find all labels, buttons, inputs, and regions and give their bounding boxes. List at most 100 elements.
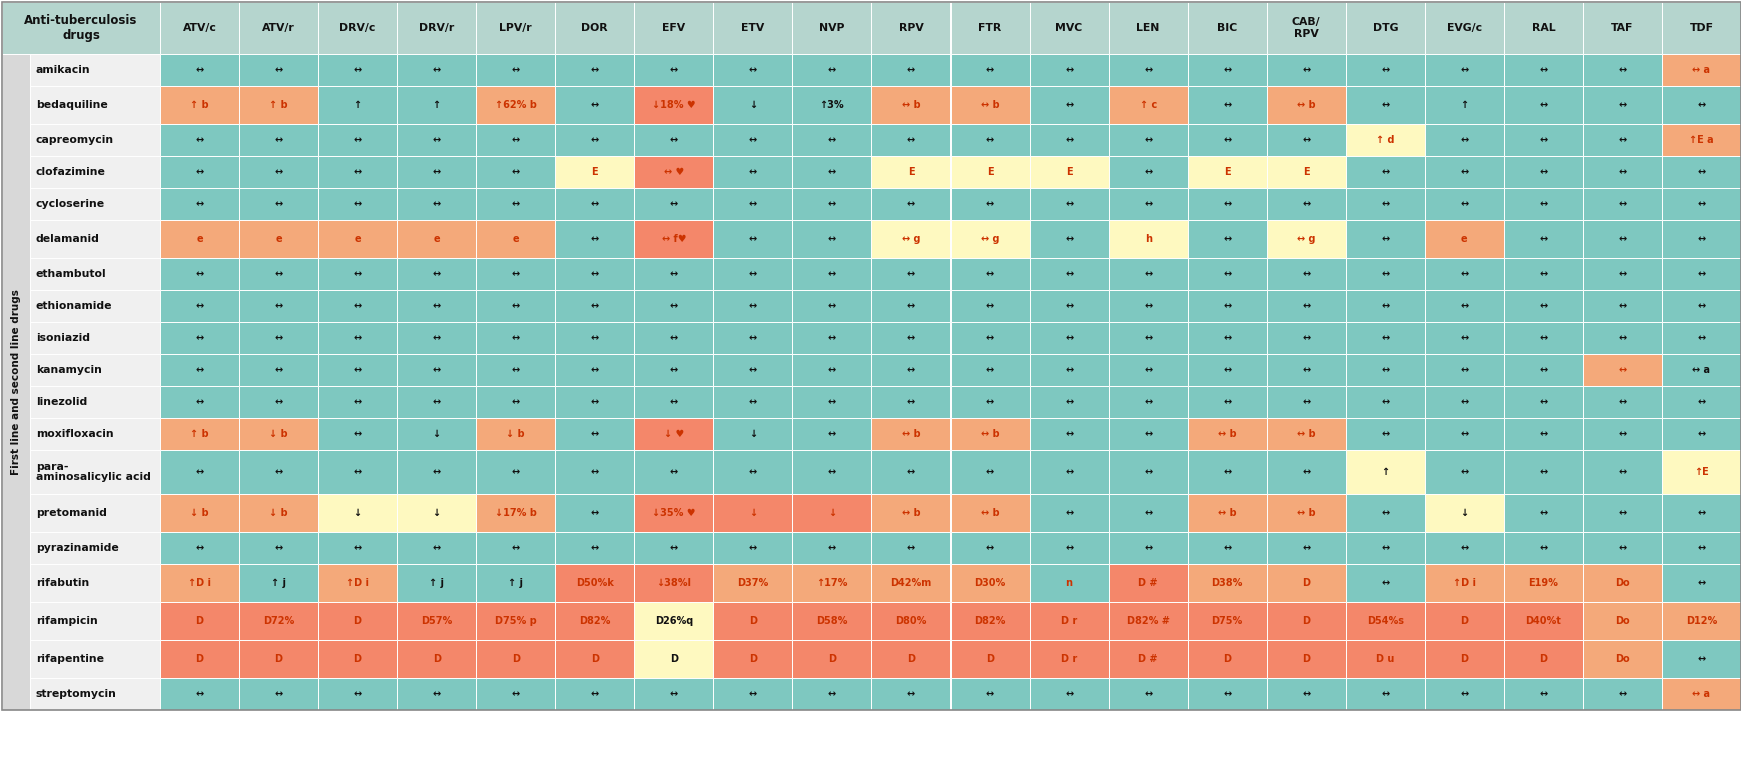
Bar [160,86,239,124]
Bar [397,532,477,564]
Bar [714,220,792,258]
Bar [239,602,319,640]
Bar [792,450,872,494]
Text: ↔: ↔ [1619,167,1626,177]
Text: ↔: ↔ [1619,135,1626,145]
Bar [1267,258,1346,290]
Bar [319,290,397,322]
Text: D: D [829,654,836,664]
Bar [239,532,319,564]
Bar [239,418,319,450]
Bar [872,678,951,710]
Text: D80%: D80% [895,616,926,626]
Text: ↔: ↔ [1144,508,1153,518]
Text: ↔: ↔ [829,429,836,439]
Bar [1504,258,1583,290]
Text: ↔: ↔ [1144,269,1153,279]
Bar [160,494,239,532]
Bar [1424,156,1504,188]
Bar [872,188,951,220]
Text: ATV/r: ATV/r [263,23,294,33]
Text: Do: Do [1616,616,1630,626]
Bar [951,86,1029,124]
Text: ↔: ↔ [195,365,204,375]
Bar [714,86,792,124]
Bar [397,258,477,290]
Bar [1267,532,1346,564]
Bar [872,258,951,290]
Bar [1424,678,1504,710]
Text: BIC: BIC [1217,23,1238,33]
Bar [477,386,555,418]
Text: ↔: ↔ [353,135,362,145]
Bar [1583,418,1663,450]
Text: D40%t: D40%t [1525,616,1562,626]
Bar [714,354,792,386]
Bar [477,322,555,354]
Bar [951,188,1029,220]
Text: ↔: ↔ [749,333,757,343]
Bar [319,450,397,494]
Text: ↔: ↔ [1302,543,1311,553]
Bar [792,494,872,532]
Text: ↔: ↔ [1224,301,1231,311]
Text: ↔: ↔ [1461,467,1468,477]
Text: ↔: ↔ [829,333,836,343]
Text: ↔: ↔ [1697,301,1706,311]
Text: bedaquiline: bedaquiline [37,100,108,110]
Text: ↔: ↔ [275,365,282,375]
Bar [1583,450,1663,494]
Bar [634,290,714,322]
Text: ↔: ↔ [1381,508,1389,518]
Text: E19%: E19% [1529,578,1558,588]
Text: ↑D i: ↑D i [1452,578,1476,588]
Text: ↔: ↔ [512,365,521,375]
Text: ↔: ↔ [1461,689,1468,699]
Text: ↑ j: ↑ j [508,578,524,588]
Text: ↔: ↔ [1144,167,1153,177]
Bar [477,532,555,564]
Text: ↔: ↔ [907,65,916,75]
Text: ↔: ↔ [829,167,836,177]
Text: ↔: ↔ [275,689,282,699]
Bar [1424,2,1504,54]
Bar [1504,602,1583,640]
Bar [792,678,872,710]
Bar [30,290,160,322]
Text: Do: Do [1616,654,1630,664]
Text: ↔: ↔ [907,135,916,145]
Bar [555,494,634,532]
Text: ↔: ↔ [275,65,282,75]
Text: kanamycin: kanamycin [37,365,103,375]
Text: ↔: ↔ [353,301,362,311]
Bar [1029,564,1109,602]
Bar [792,322,872,354]
Bar [872,2,951,54]
Bar [872,602,951,640]
Text: RAL: RAL [1532,23,1555,33]
Text: ↔: ↔ [1144,429,1153,439]
Bar [714,188,792,220]
Bar [397,386,477,418]
Bar [555,418,634,450]
Text: ↔: ↔ [1065,429,1072,439]
Bar [1346,54,1424,86]
Text: ↓ b: ↓ b [270,508,287,518]
Bar [714,602,792,640]
Text: ↔: ↔ [353,199,362,209]
Bar [1663,220,1741,258]
Text: ↔: ↔ [1065,365,1072,375]
Text: ↔: ↔ [749,467,757,477]
Bar [634,258,714,290]
Text: ↔: ↔ [1381,167,1389,177]
Bar [477,188,555,220]
Text: ↔: ↔ [749,301,757,311]
Text: ↔: ↔ [432,543,440,553]
Text: ↔: ↔ [907,543,916,553]
Text: D u: D u [1375,654,1395,664]
Bar [792,86,872,124]
Bar [1187,258,1267,290]
Text: ↔ g: ↔ g [1297,234,1316,244]
Text: D: D [1302,654,1311,664]
Text: ↑: ↑ [1381,467,1389,477]
